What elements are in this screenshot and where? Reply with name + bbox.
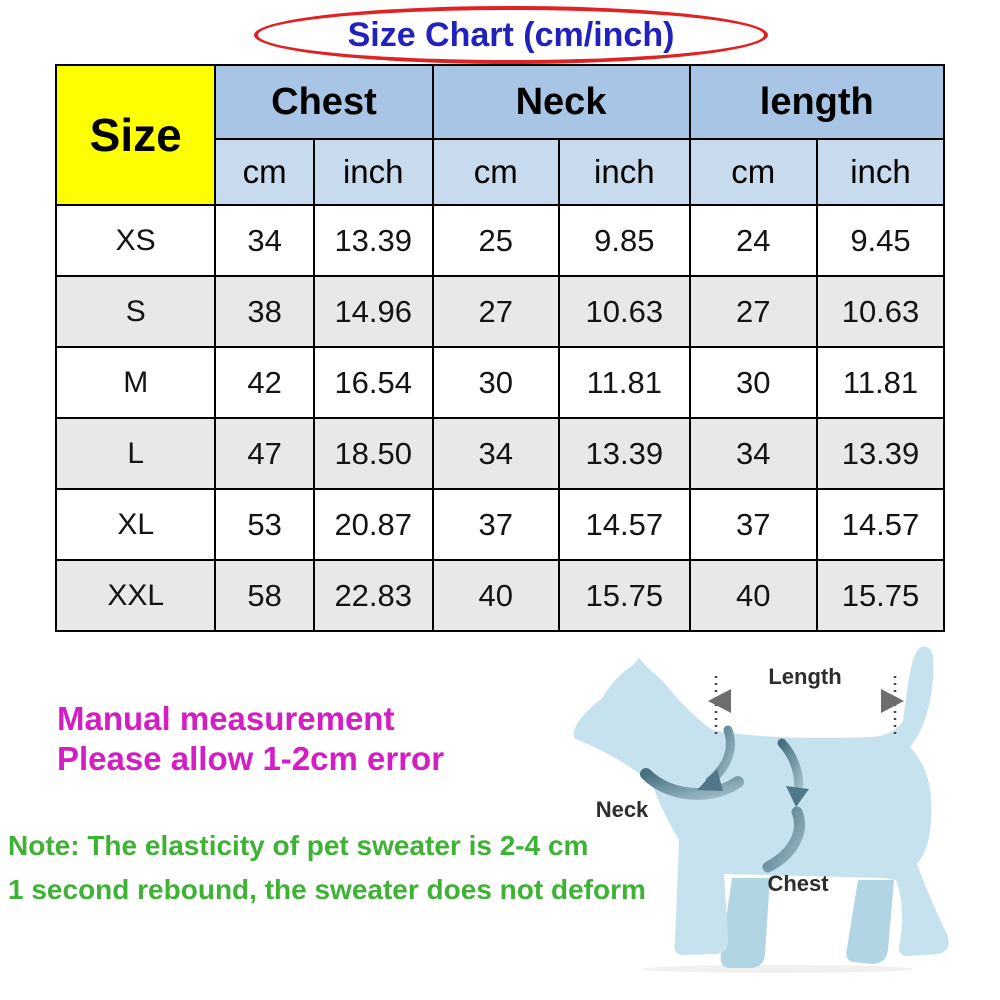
unit-header-neck-cm: cm xyxy=(431,138,561,206)
size-corner-header: Size xyxy=(54,64,217,206)
table-cell: 38 xyxy=(214,275,315,348)
unit-header-chest-cm: cm xyxy=(214,138,315,206)
size-row-label: L xyxy=(54,417,217,490)
table-row-s: S 38 14.96 27 10.63 27 10.63 xyxy=(54,275,946,348)
table-cell: 40 xyxy=(431,559,561,632)
table-cell: 47 xyxy=(214,417,315,490)
table-cell: 10.63 xyxy=(558,275,691,348)
dog-far-legs xyxy=(720,878,894,968)
page-title: Size Chart (cm/inch) xyxy=(347,15,675,54)
dog-silhouette xyxy=(573,646,949,956)
table-cell: 37 xyxy=(431,488,561,561)
table-cell: 34 xyxy=(214,204,315,277)
table-cell: 37 xyxy=(688,488,818,561)
group-header-length: length xyxy=(688,64,946,140)
table-row-xs: XS 34 13.39 25 9.85 24 9.45 xyxy=(54,204,946,277)
table-cell: 34 xyxy=(431,417,561,490)
table-cell: 13.39 xyxy=(815,417,946,490)
size-row-label: XL xyxy=(54,488,217,561)
unit-header-neck-inch: inch xyxy=(558,138,691,206)
table-cell: 11.81 xyxy=(558,346,691,419)
table-cell: 22.83 xyxy=(312,559,434,632)
length-arrowhead-right xyxy=(881,689,904,713)
table-cell: 16.54 xyxy=(312,346,434,419)
unit-header-length-cm: cm xyxy=(688,138,818,206)
table-cell: 13.39 xyxy=(312,204,434,277)
table-cell: 15.75 xyxy=(815,559,946,632)
group-header-neck: Neck xyxy=(431,64,691,140)
neck-label: Neck xyxy=(596,797,649,822)
header-unit-row: cm inch cm inch cm inch xyxy=(56,138,946,206)
neck-arrowhead xyxy=(697,769,723,791)
table-cell: 53 xyxy=(214,488,315,561)
table-cell: 13.39 xyxy=(558,417,691,490)
table-cell: 24 xyxy=(688,204,818,277)
table-cell: 14.57 xyxy=(815,488,946,561)
table-cell: 27 xyxy=(431,275,561,348)
table-cell: 15.75 xyxy=(558,559,691,632)
table-cell: 9.85 xyxy=(558,204,691,277)
table-cell: 34 xyxy=(688,417,818,490)
elasticity-note-line2: 1 second rebound, the sweater does not d… xyxy=(8,874,646,905)
neck-strap xyxy=(640,768,744,800)
length-label: Length xyxy=(768,664,841,689)
table-cell: 30 xyxy=(431,346,561,419)
manual-note-line1: Manual measurement xyxy=(57,700,395,737)
table-row-m: M 42 16.54 30 11.81 30 11.81 xyxy=(54,346,946,419)
table-cell: 25 xyxy=(431,204,561,277)
ground-shadow xyxy=(643,965,913,973)
table-row-xxl: XXL 58 22.83 40 15.75 40 15.75 xyxy=(54,559,946,632)
table-cell: 10.63 xyxy=(815,275,946,348)
table-row-l: L 47 18.50 34 13.39 34 13.39 xyxy=(54,417,946,490)
table-cell: 18.50 xyxy=(312,417,434,490)
size-row-label: S xyxy=(54,275,217,348)
table-cell: 40 xyxy=(688,559,818,632)
chest-strap xyxy=(762,806,805,873)
size-row-label: XS xyxy=(54,204,217,277)
table-cell: 9.45 xyxy=(815,204,946,277)
chest-label: Chest xyxy=(767,871,829,896)
size-row-label: XXL xyxy=(54,559,217,632)
table-row-xl: XL 53 20.87 37 14.57 37 14.57 xyxy=(54,488,946,561)
manual-measurement-note: Manual measurement Please allow 1-2cm er… xyxy=(57,699,444,779)
unit-header-length-inch: inch xyxy=(815,138,946,206)
table-cell: 30 xyxy=(688,346,818,419)
table-cell: 20.87 xyxy=(312,488,434,561)
group-header-chest: Chest xyxy=(214,64,434,140)
manual-note-line2: Please allow 1-2cm error xyxy=(57,740,445,777)
header-group-row: Size Chest Neck length xyxy=(54,64,946,206)
size-row-label: M xyxy=(54,346,217,419)
chest-arrowhead xyxy=(786,786,809,807)
dog-measurement-diagram: Length Neck Chest xyxy=(573,646,949,973)
size-chart-table: Size Chest Neck length cm inch cm inch c… xyxy=(54,64,946,632)
table-cell: 42 xyxy=(214,346,315,419)
title-ellipse: Size Chart (cm/inch) xyxy=(254,6,768,64)
elasticity-note-line1: Note: The elasticity of pet sweater is 2… xyxy=(8,830,589,861)
table-cell: 58 xyxy=(214,559,315,632)
elasticity-note: Note: The elasticity of pet sweater is 2… xyxy=(8,824,646,912)
table-cell: 11.81 xyxy=(815,346,946,419)
unit-header-chest-inch: inch xyxy=(312,138,434,206)
length-arrowhead-left xyxy=(708,689,731,713)
table-cell: 27 xyxy=(688,275,818,348)
table-cell: 14.96 xyxy=(312,275,434,348)
table-cell: 14.57 xyxy=(558,488,691,561)
